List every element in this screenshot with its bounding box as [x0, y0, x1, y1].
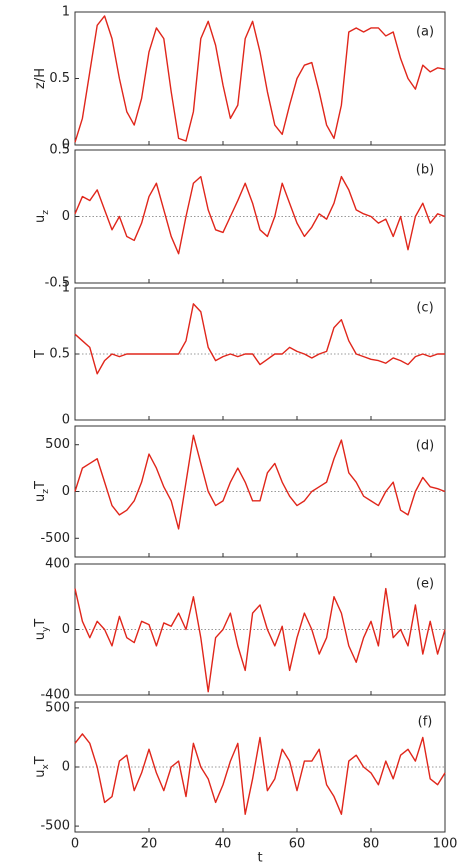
- y-axis-label: uz: [33, 210, 51, 223]
- y-axis-label-part: T: [33, 350, 48, 359]
- y-tick-label: 500: [45, 700, 70, 715]
- panel-annotation: (a): [416, 25, 434, 40]
- y-axis-label-part: z: [41, 210, 51, 215]
- y-axis-label-part: z: [41, 489, 51, 494]
- panel-frame: [74, 563, 446, 696]
- data-line: [74, 15, 446, 143]
- y-tick-label: 0.5: [49, 71, 70, 86]
- y-axis-label-part: u: [33, 215, 48, 223]
- y-axis-label-part: u: [33, 632, 48, 640]
- y-tick-label: 500: [45, 437, 70, 452]
- y-tick-label: 1: [62, 281, 70, 296]
- panel-frame: [74, 701, 446, 833]
- x-tick-label: 60: [289, 837, 306, 852]
- y-axis-label: uyT: [33, 619, 51, 641]
- y-axis-label: uxT: [33, 756, 51, 778]
- panel-frame: [74, 11, 446, 146]
- y-tick-label: -400: [40, 688, 70, 703]
- y-tick-label: 0.5: [49, 143, 70, 158]
- y-tick-label: 0: [62, 138, 70, 153]
- panel-annotation: (f): [418, 715, 433, 730]
- data-line: [74, 175, 446, 255]
- y-axis-label: z/H: [33, 68, 48, 89]
- y-tick-label: 0: [62, 413, 70, 428]
- y-axis-label: uzT: [33, 481, 51, 502]
- y-axis-label-part: u: [33, 494, 48, 502]
- y-axis-label-part: T: [33, 619, 48, 628]
- x-tick-label: 0: [71, 837, 79, 852]
- y-tick-label: -500: [40, 531, 70, 546]
- x-tick-label: 40: [215, 837, 232, 852]
- y-axis-label-part: z/H: [33, 68, 48, 89]
- data-line: [74, 587, 446, 693]
- y-tick-label: 1: [62, 5, 70, 20]
- x-tick-label: 80: [363, 837, 380, 852]
- panel-annotation: (e): [416, 577, 434, 592]
- y-tick-label: 0: [62, 484, 70, 499]
- panel-frame: [74, 149, 446, 284]
- x-axis-label: t: [257, 851, 262, 866]
- y-tick-label: 400: [45, 557, 70, 572]
- y-tick-label: 0: [62, 209, 70, 224]
- y-tick-label: 0: [62, 622, 70, 637]
- panel-frame: [74, 425, 446, 558]
- y-axis-label-part: x: [41, 764, 51, 770]
- y-tick-label: -500: [40, 819, 70, 834]
- data-line: [74, 303, 445, 375]
- y-axis-label-part: T: [33, 756, 48, 765]
- x-tick-label: 100: [433, 837, 458, 852]
- y-axis-label: T: [33, 350, 48, 359]
- y-tick-label: 0.5: [49, 347, 70, 362]
- data-line: [74, 434, 446, 530]
- data-line: [74, 733, 446, 815]
- panel-annotation: (c): [416, 301, 433, 316]
- y-tick-label: -0.5: [45, 276, 70, 291]
- x-tick-label: 20: [141, 837, 158, 852]
- y-axis-label-part: y: [41, 626, 51, 632]
- panel-annotation: (b): [416, 163, 434, 178]
- panel-annotation: (d): [416, 439, 434, 454]
- y-axis-label-part: T: [33, 481, 48, 490]
- y-axis-label-part: u: [33, 770, 48, 778]
- y-tick-label: 0: [62, 760, 70, 775]
